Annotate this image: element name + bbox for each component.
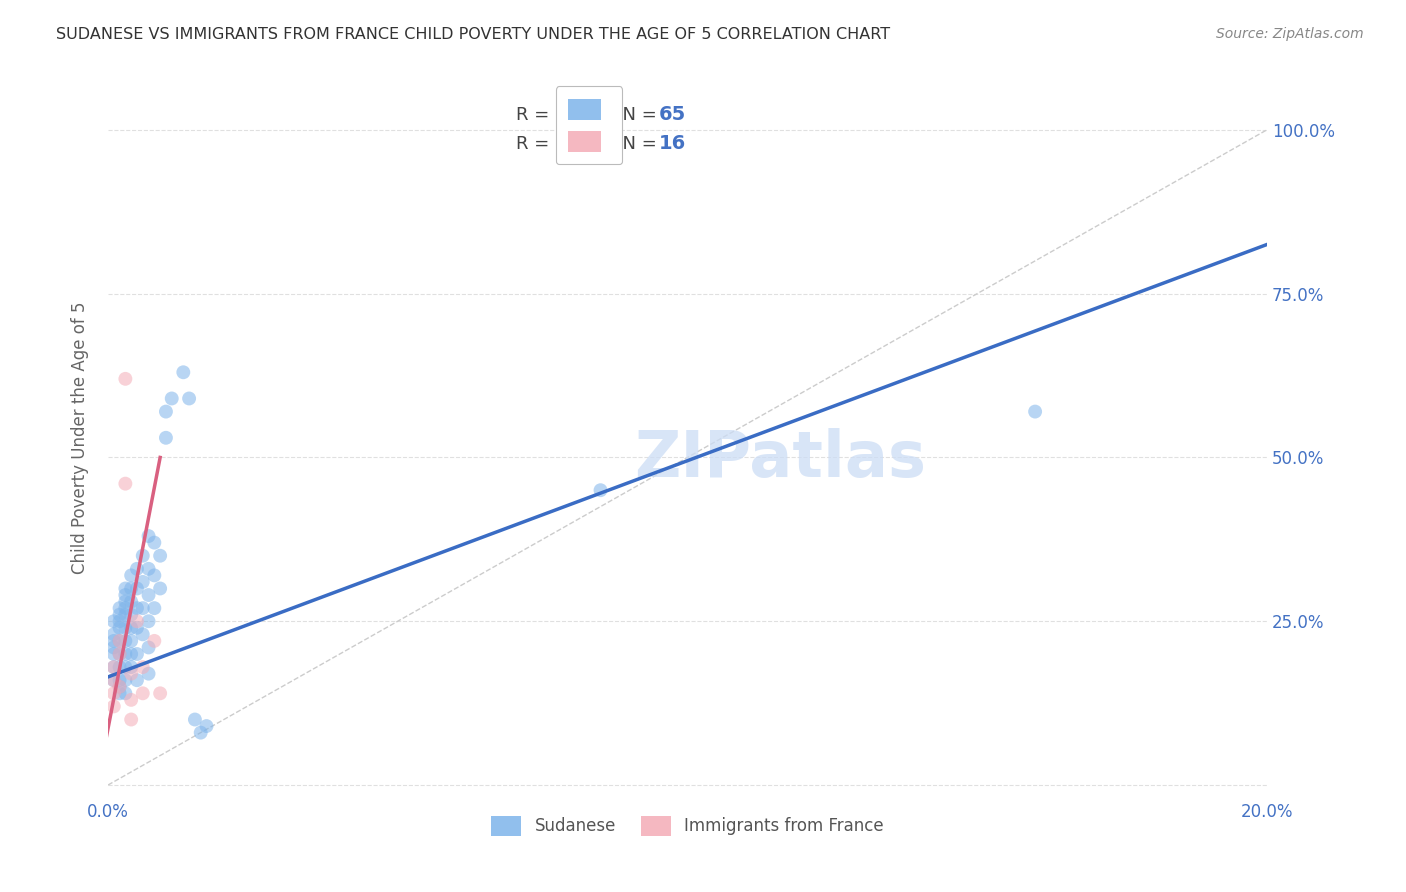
Text: N =: N = (612, 106, 662, 124)
Point (103, 640, 125, 655)
Point (108, 660, 131, 674)
Point (1024, 404, 1046, 418)
Point (103, 660, 125, 674)
Text: 0.627: 0.627 (555, 105, 617, 124)
Point (120, 568, 142, 582)
Text: 0.387: 0.387 (555, 134, 617, 153)
Point (103, 647, 125, 661)
Point (184, 713, 207, 727)
Point (195, 719, 218, 733)
Point (155, 404, 177, 418)
Point (132, 601, 155, 615)
Point (138, 666, 160, 681)
Point (103, 673, 125, 688)
Point (138, 640, 160, 655)
Point (103, 660, 125, 674)
Text: R =: R = (516, 106, 555, 124)
Point (114, 594, 136, 608)
Point (125, 673, 148, 688)
Point (125, 601, 148, 615)
Point (114, 621, 136, 635)
Point (120, 582, 142, 596)
Point (120, 633, 142, 648)
Point (149, 582, 172, 596)
Point (132, 627, 155, 641)
Point (103, 699, 125, 714)
Point (114, 647, 136, 661)
Point (108, 601, 131, 615)
Point (138, 588, 160, 602)
Point (103, 614, 125, 628)
Point (132, 686, 155, 700)
Point (120, 660, 142, 674)
Point (108, 607, 131, 622)
Text: R =: R = (516, 135, 555, 153)
Point (108, 680, 131, 694)
Point (125, 647, 148, 661)
Text: 16: 16 (658, 134, 686, 153)
Point (120, 607, 142, 622)
Point (114, 607, 136, 622)
Point (138, 529, 160, 543)
Point (114, 660, 136, 674)
Point (108, 633, 131, 648)
Point (114, 588, 136, 602)
Text: 65: 65 (658, 105, 686, 124)
Point (103, 686, 125, 700)
Point (120, 594, 142, 608)
Point (125, 582, 148, 596)
Point (103, 673, 125, 688)
Point (108, 673, 131, 688)
Point (114, 686, 136, 700)
Point (108, 633, 131, 648)
Point (172, 365, 194, 379)
Legend: Sudanese, Immigrants from France: Sudanese, Immigrants from France (482, 808, 893, 844)
Point (108, 647, 131, 661)
Point (138, 562, 160, 576)
Point (138, 614, 160, 628)
Point (114, 601, 136, 615)
Point (114, 372, 136, 386)
Point (143, 601, 166, 615)
Point (155, 431, 177, 445)
Point (125, 621, 148, 635)
Point (143, 633, 166, 648)
Point (143, 568, 166, 582)
Point (114, 476, 136, 491)
Point (103, 633, 125, 648)
Point (103, 627, 125, 641)
Point (108, 614, 131, 628)
Point (190, 725, 212, 739)
Point (120, 693, 142, 707)
Point (108, 680, 131, 694)
Point (125, 614, 148, 628)
Text: Source: ZipAtlas.com: Source: ZipAtlas.com (1216, 27, 1364, 41)
Point (114, 582, 136, 596)
Point (108, 647, 131, 661)
Y-axis label: Child Poverty Under the Age of 5: Child Poverty Under the Age of 5 (72, 301, 89, 574)
Point (120, 621, 142, 635)
Point (120, 647, 142, 661)
Point (120, 666, 142, 681)
Point (120, 713, 142, 727)
Point (132, 574, 155, 589)
Point (160, 392, 183, 406)
Point (149, 686, 172, 700)
Point (108, 686, 131, 700)
Point (132, 549, 155, 563)
Point (114, 633, 136, 648)
Text: N =: N = (612, 135, 662, 153)
Point (143, 535, 166, 549)
Point (149, 549, 172, 563)
Text: ZIPatlas: ZIPatlas (634, 428, 927, 491)
Point (132, 660, 155, 674)
Text: SUDANESE VS IMMIGRANTS FROM FRANCE CHILD POVERTY UNDER THE AGE OF 5 CORRELATION : SUDANESE VS IMMIGRANTS FROM FRANCE CHILD… (56, 27, 890, 42)
Point (114, 673, 136, 688)
Point (179, 392, 201, 406)
Point (108, 621, 131, 635)
Point (589, 483, 612, 498)
Point (125, 562, 148, 576)
